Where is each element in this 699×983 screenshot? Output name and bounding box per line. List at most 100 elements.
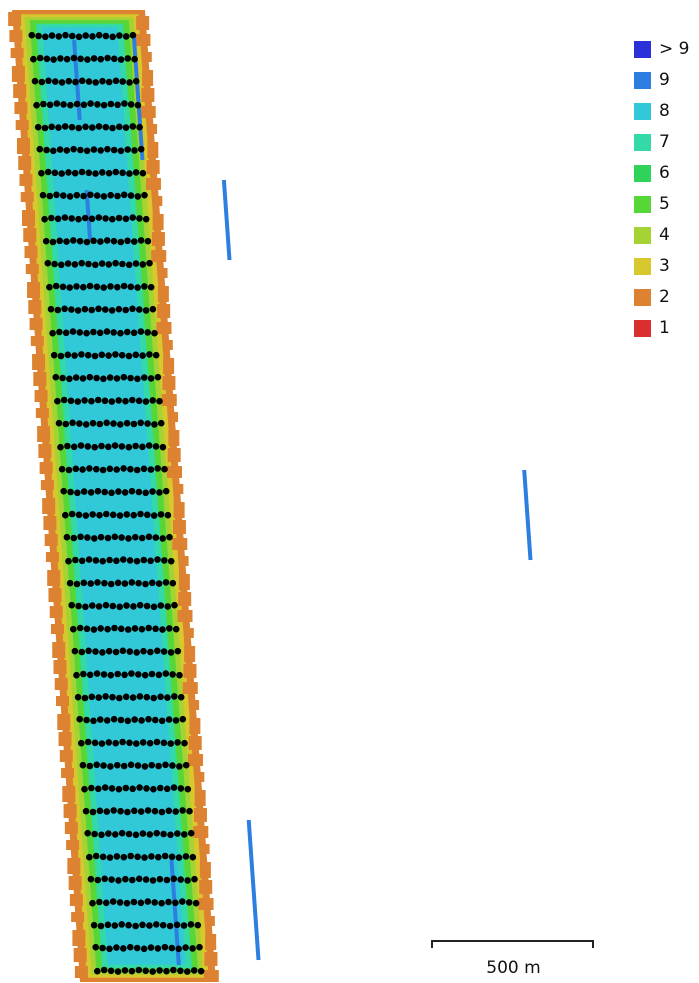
camera-point xyxy=(122,215,130,223)
camera-point xyxy=(71,352,78,359)
camera-point xyxy=(111,55,118,63)
camera-point xyxy=(149,488,156,495)
camera-point xyxy=(130,511,137,519)
camera-point xyxy=(177,876,184,883)
camera-point xyxy=(174,739,181,746)
camera-point xyxy=(72,374,80,381)
legend-label: 2 xyxy=(659,287,670,307)
camera-point xyxy=(58,261,65,269)
camera-point xyxy=(87,100,94,107)
edge-notch xyxy=(135,34,151,46)
camera-point xyxy=(154,556,161,563)
edge-notch xyxy=(61,768,75,778)
camera-point xyxy=(177,693,185,701)
overlap-legend: > 9 9 8 7 6 5 4 3 2 1 xyxy=(634,34,689,344)
camera-point xyxy=(182,761,190,769)
camera-point xyxy=(71,261,79,268)
edge-notch xyxy=(152,214,164,230)
camera-point xyxy=(122,306,129,314)
camera-point xyxy=(44,259,52,267)
camera-point xyxy=(100,671,108,678)
camera-point xyxy=(80,670,87,678)
camera-point xyxy=(124,237,131,245)
edge-notch xyxy=(34,390,48,402)
legend-swatch xyxy=(634,289,651,306)
camera-point xyxy=(72,465,80,473)
camera-point xyxy=(159,443,167,451)
edge-notch xyxy=(38,444,52,458)
camera-point xyxy=(118,534,125,541)
camera-point xyxy=(42,33,49,41)
camera-point xyxy=(97,533,105,541)
camera-point xyxy=(102,215,109,222)
camera-point xyxy=(62,511,69,519)
camera-point xyxy=(162,487,170,495)
camera-point xyxy=(144,237,152,245)
camera-point xyxy=(95,305,102,313)
camera-point xyxy=(96,329,104,337)
camera-point xyxy=(101,488,108,496)
camera-point xyxy=(107,100,115,108)
camera-point xyxy=(132,831,140,839)
camera-point xyxy=(102,306,109,313)
camera-point xyxy=(62,420,70,428)
edge-notch xyxy=(193,808,207,822)
edge-notch xyxy=(25,264,39,274)
camera-point xyxy=(163,876,171,884)
camera-point xyxy=(139,739,147,746)
camera-point xyxy=(143,693,151,701)
camera-point xyxy=(172,625,180,633)
camera-point xyxy=(149,877,157,884)
camera-point xyxy=(81,397,88,404)
camera-point xyxy=(128,967,136,975)
camera-point xyxy=(118,921,125,928)
camera-point xyxy=(93,283,101,291)
camera-point xyxy=(110,237,118,245)
camera-point xyxy=(125,443,133,451)
camera-point xyxy=(160,830,167,838)
overlap-high-streak xyxy=(522,469,533,561)
overlap-strip-details xyxy=(8,12,533,982)
camera-point xyxy=(80,101,88,109)
camera-point xyxy=(73,580,81,588)
camera-point xyxy=(91,830,98,838)
legend-swatch xyxy=(634,134,651,151)
camera-point xyxy=(84,443,92,450)
camera-point xyxy=(34,123,42,131)
camera-point xyxy=(109,33,116,41)
camera-point xyxy=(181,831,188,838)
camera-point xyxy=(141,283,148,290)
camera-point xyxy=(147,557,154,565)
camera-point xyxy=(88,397,95,405)
edge-notch xyxy=(199,862,211,878)
camera-point xyxy=(28,31,36,39)
camera-point xyxy=(110,807,117,814)
camera-point xyxy=(131,807,138,815)
camera-point xyxy=(43,55,51,63)
camera-point xyxy=(115,305,123,313)
camera-point xyxy=(107,967,115,975)
camera-point xyxy=(114,283,121,291)
camera-point xyxy=(132,533,139,541)
camera-point xyxy=(50,56,57,63)
camera-point xyxy=(76,329,84,336)
camera-point xyxy=(54,306,62,314)
edge-notch xyxy=(166,466,182,478)
camera-point xyxy=(115,877,122,884)
legend-label: 7 xyxy=(659,132,670,152)
camera-point xyxy=(117,716,125,724)
camera-point xyxy=(100,284,107,291)
camera-point xyxy=(80,283,87,291)
edge-notch xyxy=(62,786,76,802)
camera-point xyxy=(144,511,151,519)
camera-point xyxy=(140,647,147,655)
camera-point xyxy=(77,55,84,63)
camera-point xyxy=(85,78,93,85)
edge-notch xyxy=(189,718,201,734)
camera-point xyxy=(145,533,153,541)
camera-point xyxy=(137,419,144,427)
edge-notch xyxy=(14,102,28,114)
edge-notch xyxy=(182,682,198,694)
legend-item: 8 xyxy=(634,96,689,127)
edge-notch xyxy=(63,804,77,818)
